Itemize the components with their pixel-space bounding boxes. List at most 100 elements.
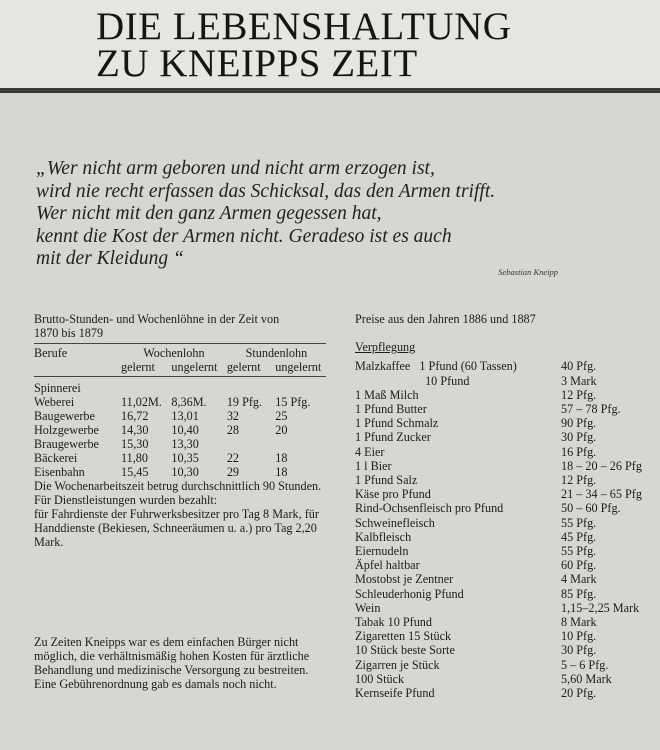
item-price: 18 – 20 – 26 Pfg (561, 458, 642, 473)
item-price: 85 Pfg. (561, 586, 597, 601)
table-cell: 10,35 (171, 451, 199, 465)
item-price: 20 Pfg. (561, 686, 597, 701)
item-name: 10 Pfund (355, 373, 470, 388)
item-name: Eiernudeln (355, 544, 409, 559)
table-cell: Weberei (34, 395, 75, 409)
list-item: 10 Stück beste Sorte 30 Pfg. (355, 643, 655, 657)
item-price: 3 Mark (561, 373, 597, 388)
list-item: 1 Pfund Salz 12 Pfg. (355, 473, 655, 487)
list-item: Schweinefleisch 55 Pfg. (355, 516, 655, 530)
wages-note: Die Wochenarbeitszeit betrug durchschnit… (34, 479, 322, 493)
item-price: 40 Pfg. (561, 359, 597, 374)
table-cell: 10,40 (171, 423, 199, 437)
table-cell: Braugewerbe (34, 437, 99, 451)
list-item: Zigarren je Stück 5 – 6 Pfg. (355, 658, 655, 672)
prices-section: Preise aus den Jahren 1886 und 1887 Verp… (355, 312, 655, 700)
table-row: Weberei 11,02M. 8,36M. 19 Pfg. 15 Pfg. (34, 395, 326, 409)
list-item: 1 Maß Milch 12 Pfg. (355, 388, 655, 402)
table-cell: 8,36M. (171, 395, 207, 409)
item-price: 45 Pfg. (561, 529, 597, 544)
table-row: Bäckerei 11,80 10,35 22 18 (34, 451, 326, 465)
item-name: Rind-Ochsenfleisch pro Pfund (355, 501, 504, 516)
divider (34, 343, 326, 344)
list-item: Kalbfleisch 45 Pfg. (355, 530, 655, 544)
item-name: 1 Pfund Butter (355, 402, 427, 417)
table-cell (227, 381, 275, 395)
item-name: Äpfel haltbar (355, 558, 420, 573)
wages-heading: Brutto-Stunden- und Wochenlöhne in der Z… (34, 312, 280, 340)
table-row: Holzgewerbe 14,30 10,40 28 20 (34, 423, 326, 437)
list-item: Rind-Ochsenfleisch pro Pfund 50 – 60 Pfg. (355, 501, 655, 515)
table-cell: 16,72 (121, 409, 149, 423)
item-price: 60 Pfg. (561, 558, 597, 573)
table-cell: 20 (275, 423, 288, 437)
table-row: Eisenbahn 15,45 10,30 29 18 (34, 465, 326, 479)
item-name: Schleuderhonig Pfund (355, 586, 464, 601)
item-name: Zigaretten 15 Stück (355, 629, 452, 644)
item-name: Kernseife Pfund (355, 686, 435, 701)
table-cell: 15,30 (121, 437, 149, 451)
item-price: 4 Mark (561, 572, 597, 587)
subheader: ungelernt (171, 360, 218, 374)
section-heading: Verpflegung (355, 340, 416, 355)
item-name: Tabak 10 Pfund (355, 615, 432, 630)
quote-line: „Wer nicht arm geboren und nicht arm erz… (36, 158, 435, 179)
table-cell: 32 (226, 409, 240, 423)
item-price: 30 Pfg. (561, 643, 597, 658)
item-name: 10 Stück beste Sorte (355, 643, 455, 658)
table-cell (121, 381, 171, 395)
item-name: 100 Stück (355, 671, 405, 686)
list-item: Äpfel haltbar 60 Pfg. (355, 558, 655, 572)
item-name: 1 Pfund Zucker (355, 430, 431, 445)
list-item: 100 Stück 5,60 Mark (355, 672, 655, 686)
table-cell: Eisenbahn (34, 465, 85, 479)
quote-line: kennt die Kost der Armen nicht. Geradeso… (36, 225, 452, 247)
item-price: 12 Pfg. (561, 473, 597, 488)
list-item: Wein 1,15–2,25 Mark (355, 601, 655, 615)
table-cell: 11,80 (121, 451, 148, 465)
table-cell (227, 437, 275, 451)
col-header-berufe: Berufe (34, 346, 68, 360)
list-item: Kernseife Pfund 20 Pfg. (355, 686, 655, 700)
subheader: ungelernt (275, 360, 322, 374)
table-cell: 29 (226, 465, 240, 479)
list-item: Eiernudeln 55 Pfg. (355, 544, 655, 558)
item-name: Kalbfleisch (355, 529, 412, 544)
col-header-stundenlohn: Stundenlohn (245, 346, 308, 360)
table-cell: 11,02M. (121, 395, 162, 409)
table-cell: 15 Pfg. (275, 395, 311, 409)
item-name: Zigarren je Stück (355, 657, 440, 672)
item-price: 30 Pfg. (561, 430, 597, 445)
table-row: Baugewerbe 16,72 13,01 32 25 (34, 409, 326, 423)
item-name: 1 Pfund Salz (355, 473, 418, 488)
divider (34, 376, 326, 377)
table-cell (275, 437, 326, 451)
wages-note: für Fahrdienste der Fuhrwerksbesitzer pr… (34, 507, 319, 549)
item-price: 1,15–2,25 Mark (561, 600, 640, 615)
table-cell (171, 381, 226, 395)
item-price: 21 – 34 – 65 Pfg (561, 487, 642, 502)
table-cell: Bäckerei (34, 451, 78, 465)
table-cell: Spinnerei (34, 381, 81, 395)
col-header-wochenlohn: Wochenlohn (143, 346, 205, 360)
list-item: Zigaretten 15 Stück 10 Pfg. (355, 629, 655, 643)
bottom-paragraph: Zu Zeiten Kneipps war es dem einfachen B… (34, 635, 310, 691)
list-item: Malzkaffee 1 Pfund (60 Tassen) 40 Pfg. (355, 359, 655, 373)
wages-note: Für Dienstleistungen wurden bezahlt: (34, 493, 218, 507)
table-cell: 13,01 (171, 409, 199, 423)
item-price: 12 Pfg. (561, 387, 597, 402)
item-price: 5,60 Mark (561, 671, 612, 686)
item-name: 1 l Bier (355, 458, 392, 473)
title-banner: DIE LEBENSHALTUNG ZU KNEIPPS ZEIT (0, 0, 660, 93)
list-item: Schleuderhonig Pfund 85 Pfg. (355, 587, 655, 601)
table-cell: 18 (275, 465, 288, 479)
item-name: 1 Maß Milch (355, 387, 419, 402)
table-cell: 28 (226, 423, 240, 437)
list-item: Käse pro Pfund 21 – 34 – 65 Pfg (355, 487, 655, 501)
list-item: Mostobst je Zentner 4 Mark (355, 572, 655, 586)
item-price: 50 – 60 Pfg. (561, 501, 621, 516)
quote: „Wer nicht arm geboren und nicht arm erz… (36, 158, 636, 271)
wages-section: Brutto-Stunden- und Wochenlöhne in der Z… (34, 312, 326, 549)
table-cell: 10,30 (171, 465, 199, 479)
item-price: 8 Mark (561, 615, 597, 630)
